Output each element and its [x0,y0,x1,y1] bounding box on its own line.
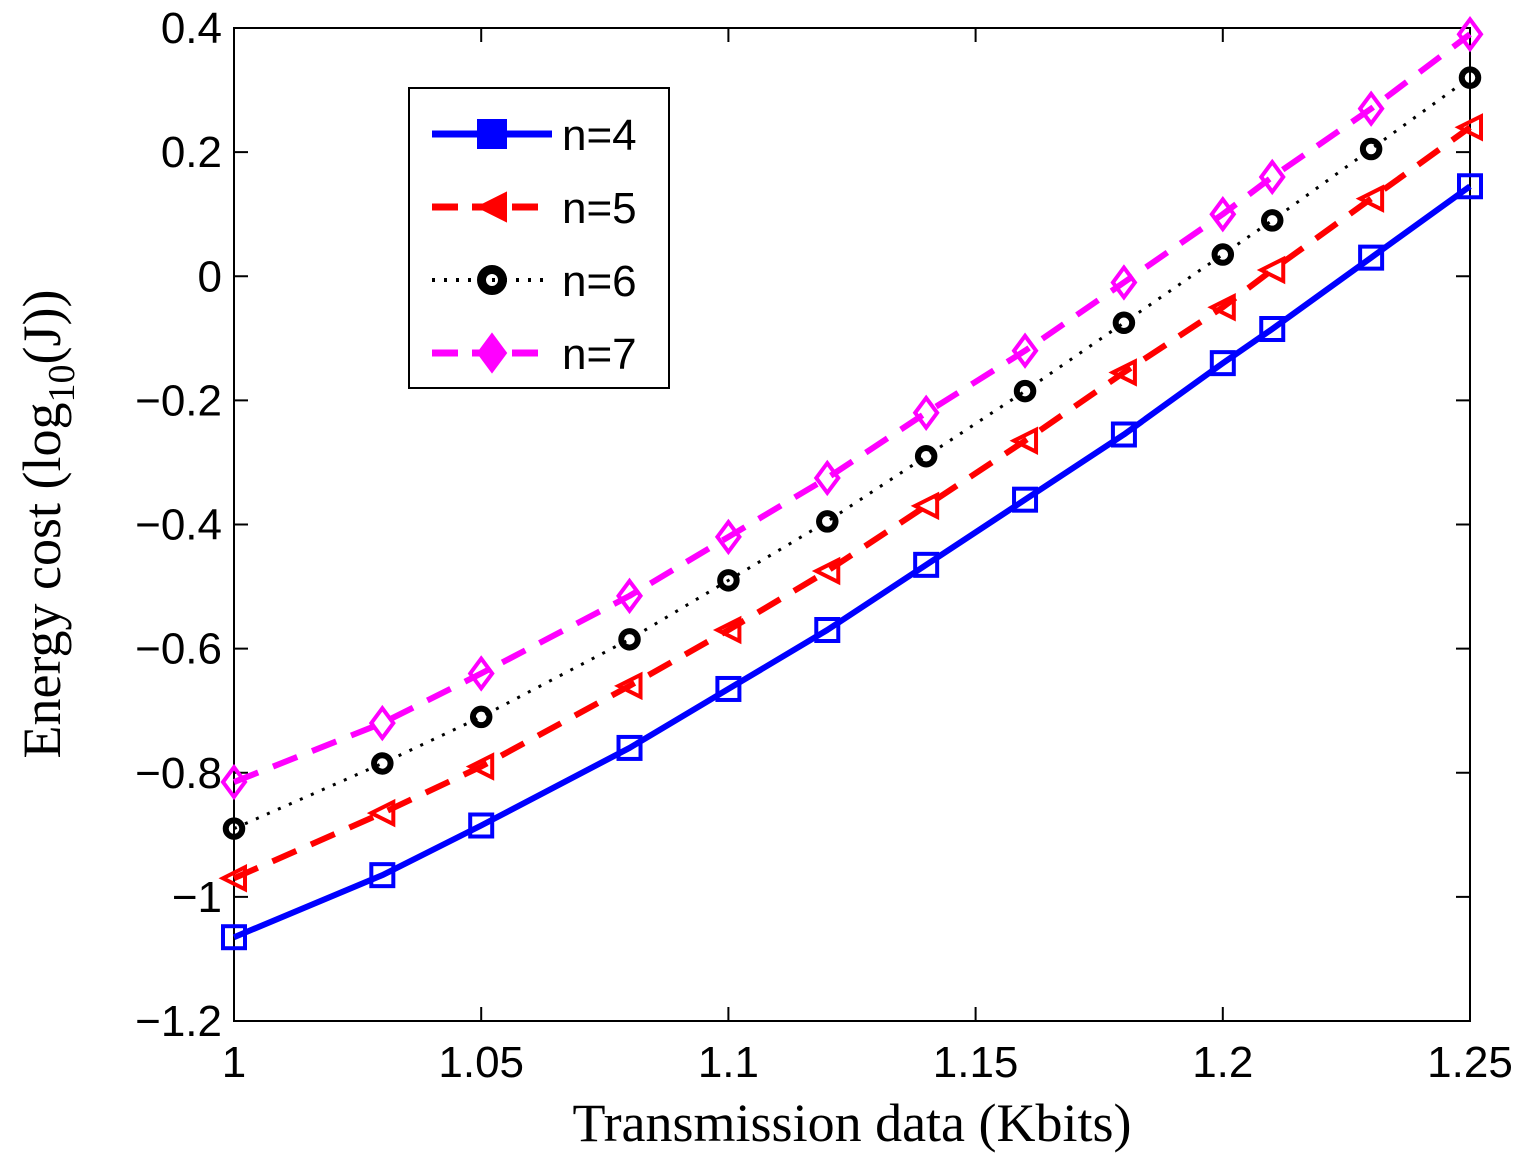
data-point-n=7 [1258,158,1286,196]
y-tick-label: −1.2 [135,997,222,1046]
data-point-n=4 [1358,244,1385,271]
y-axis-title-suffix: (J)) [12,290,72,365]
x-tick-label: 1.1 [698,1038,759,1087]
data-point-n=6 [717,569,740,592]
x-tick-label: 1.25 [1427,1038,1513,1087]
data-point-n=6 [1458,66,1482,89]
legend-marker-n=5 [475,191,507,223]
series-line-n=7 [232,31,1472,785]
data-point-n=7 [368,704,396,742]
y-axis-title-prefix: Energy cost (log [12,403,72,759]
legend: n=4 n=5 n=6 n=7 [408,87,670,389]
y-tick-label: −0.2 [135,376,222,425]
data-point-n=6 [469,705,493,729]
data-point-n=7 [1456,15,1484,53]
data-point-n=7 [616,577,644,615]
data-point-n=7 [813,459,841,497]
data-point-n=5 [614,671,643,701]
legend-label-n=6: n=6 [562,257,637,306]
legend-marker-n=4 [477,119,507,149]
data-point-n=5 [1256,255,1286,285]
series-line-n=4 [232,183,1472,940]
data-point-n=5 [712,615,742,645]
data-point-n=7 [467,655,495,692]
data-point-n=5 [1009,426,1039,455]
data-point-n=4 [1209,350,1236,377]
series-markers [218,15,1484,951]
data-point-n=7 [1209,195,1237,233]
data-point-n=6 [1112,311,1136,335]
x-tick-label: 1.2 [1192,1038,1253,1087]
data-point-n=5 [1355,184,1385,213]
axis-ticks: 1 1.05 1.1 1.15 1.2 1.25 −1.2 −1 −0.8 −0.6 −0.4 −0.… [135,4,1513,1087]
y-tick-label: −0.8 [135,749,222,798]
x-tick-label: 1.15 [933,1038,1019,1087]
data-point-n=4 [715,675,742,702]
data-point-n=7 [1110,264,1138,301]
legend-marker-n=6 [477,265,507,295]
y-tick-label: −1 [172,873,222,922]
y-tick-label: 0.2 [161,128,222,177]
data-point-n=5 [1207,293,1236,322]
x-tick-label: 1 [222,1038,246,1087]
data-point-n=5 [218,864,247,893]
data-point-n=4 [221,924,247,951]
y-tick-label: 0 [198,252,222,301]
data-point-n=4 [616,734,643,761]
data-point-n=4 [369,862,396,889]
data-point-n=7 [1357,90,1385,127]
data-point-n=7 [1011,332,1039,369]
data-point-n=6 [222,817,246,840]
data-point-n=6 [816,510,839,533]
data-point-n=4 [1457,173,1483,200]
data-point-n=6 [1260,209,1284,232]
y-axis-title: Energy cost (log10(J)) [12,290,83,759]
data-point-n=5 [910,491,940,521]
data-point-n=7 [714,518,742,556]
data-point-n=4 [468,812,495,839]
data-point-n=5 [1454,113,1483,142]
y-tick-label: −0.6 [135,625,222,674]
data-point-n=5 [465,752,495,781]
data-point-n=6 [1211,243,1235,266]
legend-marker-n=7 [476,332,508,374]
x-tick-label: 1.05 [438,1038,524,1087]
y-axis-title-subscript: 10 [41,365,83,403]
data-point-n=6 [1013,379,1037,403]
data-point-n=4 [1012,486,1039,513]
legend-label-n=4: n=4 [562,111,637,160]
series-line-n=5 [232,124,1472,882]
data-point-n=5 [366,798,396,828]
data-point-n=6 [371,752,394,775]
legend-box [408,87,670,389]
data-point-n=5 [1108,358,1137,387]
y-tick-label: 0.4 [161,4,222,53]
data-point-n=4 [1110,421,1137,448]
x-axis-title: Transmission data (Kbits) [572,1093,1131,1153]
series-lines [232,31,1472,940]
data-point-n=5 [811,556,841,586]
data-point-n=4 [1259,316,1286,343]
data-point-n=6 [914,444,938,468]
data-point-n=4 [814,617,841,644]
data-point-n=7 [912,394,940,431]
data-point-n=6 [1359,137,1383,161]
data-point-n=7 [220,763,248,801]
y-tick-label: −0.4 [135,501,222,550]
data-point-n=6 [618,628,641,651]
data-point-n=4 [913,551,940,578]
legend-label-n=7: n=7 [562,330,637,379]
legend-label-n=5: n=5 [562,184,637,233]
